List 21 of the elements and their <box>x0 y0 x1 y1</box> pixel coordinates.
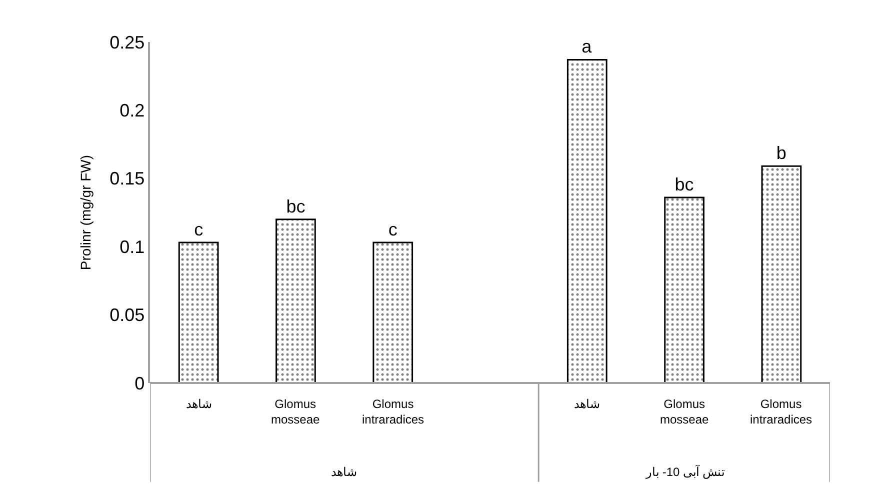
x-tick-label: Glomus mosseae <box>660 397 710 427</box>
y-tick-label: 0.1 <box>120 236 145 257</box>
y-tick-label: 0.05 <box>110 305 145 326</box>
y-tick-label: 0 <box>134 373 145 394</box>
y-tick-label: 0.2 <box>120 100 145 120</box>
y-tick-label: 0.15 <box>110 168 145 189</box>
y-tick-label: 0.25 <box>110 32 145 52</box>
data-label: b <box>776 143 786 164</box>
data-label: c <box>388 220 398 240</box>
y-axis-title: Prolinr (mg/gr FW) <box>78 154 94 270</box>
data-label: a <box>582 36 593 57</box>
text: تنش آبی 10- بار <box>645 464 724 479</box>
x-tick-label: شاهد <box>186 397 212 411</box>
data-label: c <box>194 220 204 240</box>
x-tick-label: شاهد <box>574 397 600 411</box>
x-tick-label: Glomus intraradices <box>750 397 812 427</box>
x-tick-label: Glomus intraradices <box>362 397 424 427</box>
text: شاهد <box>331 465 357 479</box>
data-label: bc <box>286 196 306 216</box>
data-label: bc <box>674 174 694 194</box>
x-tick-label: Glomus mosseae <box>271 397 320 427</box>
